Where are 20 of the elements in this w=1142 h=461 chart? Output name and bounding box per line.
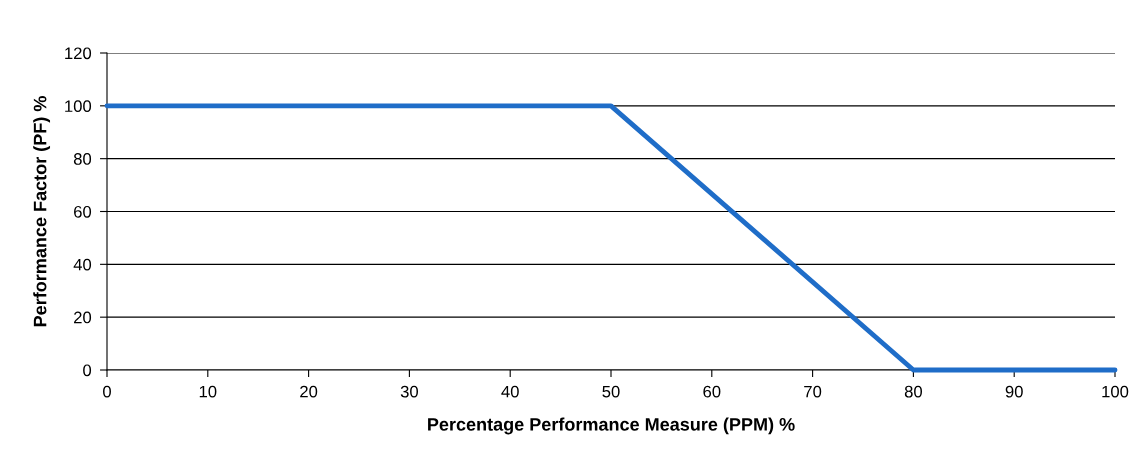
y-tick-label: 60 (74, 205, 92, 218)
y-tick-label: 20 (74, 311, 92, 324)
x-tick-label: 100 (1102, 385, 1129, 398)
x-tick-label: 70 (804, 385, 822, 398)
y-tick-label: 100 (65, 100, 92, 113)
y-tick-label: 40 (73, 258, 92, 271)
x-tick-label: 90 (1005, 385, 1023, 398)
x-tick-label: 60 (703, 385, 721, 398)
x-tick-label: 30 (400, 385, 419, 398)
x-axis-title: Percentage Performance Measure (PPM) % (428, 417, 795, 435)
x-tick-label: 80 (904, 385, 923, 398)
y-axis-title: Performance Factor (PF) % (33, 96, 51, 327)
x-tick-label: 0 (103, 385, 111, 398)
y-tick-label: 120 (65, 47, 92, 60)
x-tick-label: 10 (199, 385, 217, 398)
x-tick-label: 20 (300, 385, 318, 398)
y-tick-label: 0 (83, 364, 92, 377)
x-tick-label: 50 (602, 385, 620, 398)
x-tick-label: 40 (501, 385, 519, 398)
y-tick-label: 80 (73, 153, 92, 165)
